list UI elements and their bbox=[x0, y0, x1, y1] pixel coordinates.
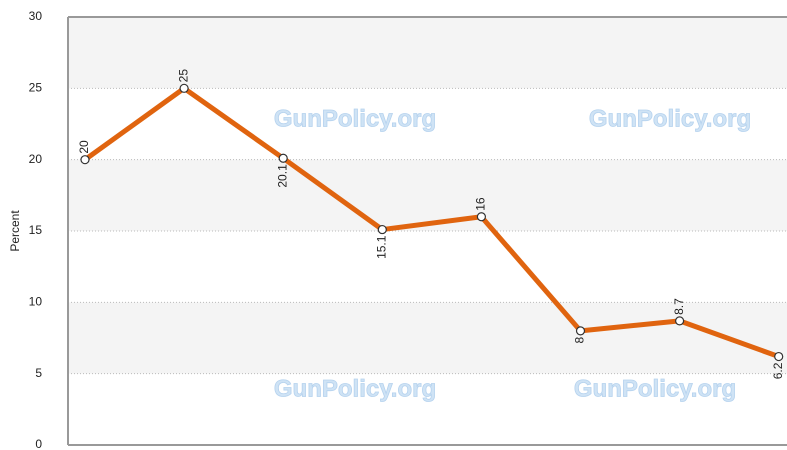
data-label: 8 bbox=[573, 337, 587, 344]
watermark: GunPolicy.org bbox=[574, 375, 736, 402]
marker bbox=[774, 351, 784, 362]
band bbox=[68, 302, 787, 374]
data-label: 25 bbox=[176, 69, 190, 83]
marker bbox=[278, 153, 288, 163]
y-axis-label: Percent bbox=[8, 210, 22, 252]
data-label: 16 bbox=[474, 197, 488, 211]
watermark: GunPolicy.org bbox=[274, 375, 436, 402]
line bbox=[83, 85, 780, 359]
y-tick-label: 25 bbox=[29, 81, 43, 95]
data-label: 20 bbox=[77, 140, 91, 154]
y-tick-label: 20 bbox=[29, 152, 43, 166]
marker bbox=[80, 155, 90, 165]
watermark: GunPolicy.org bbox=[589, 105, 751, 132]
data-label: 8.7 bbox=[672, 298, 686, 315]
marker bbox=[179, 83, 189, 93]
band bbox=[68, 159, 787, 231]
marker bbox=[476, 212, 486, 222]
marker bbox=[674, 316, 685, 326]
y-tick-label: 0 bbox=[35, 437, 42, 450]
data-label: 20.1 bbox=[275, 164, 289, 188]
y-tick-label: 30 bbox=[29, 9, 43, 23]
marker bbox=[575, 326, 586, 336]
y-tick-label: 5 bbox=[35, 366, 42, 380]
marker bbox=[377, 224, 387, 235]
data-label: 15.1 bbox=[374, 235, 388, 259]
watermark: GunPolicy.org bbox=[274, 105, 436, 132]
data-label: 6.2 bbox=[771, 362, 785, 379]
y-tick-label: 10 bbox=[29, 295, 43, 309]
y-tick-label: 15 bbox=[29, 223, 43, 237]
band bbox=[68, 17, 787, 89]
